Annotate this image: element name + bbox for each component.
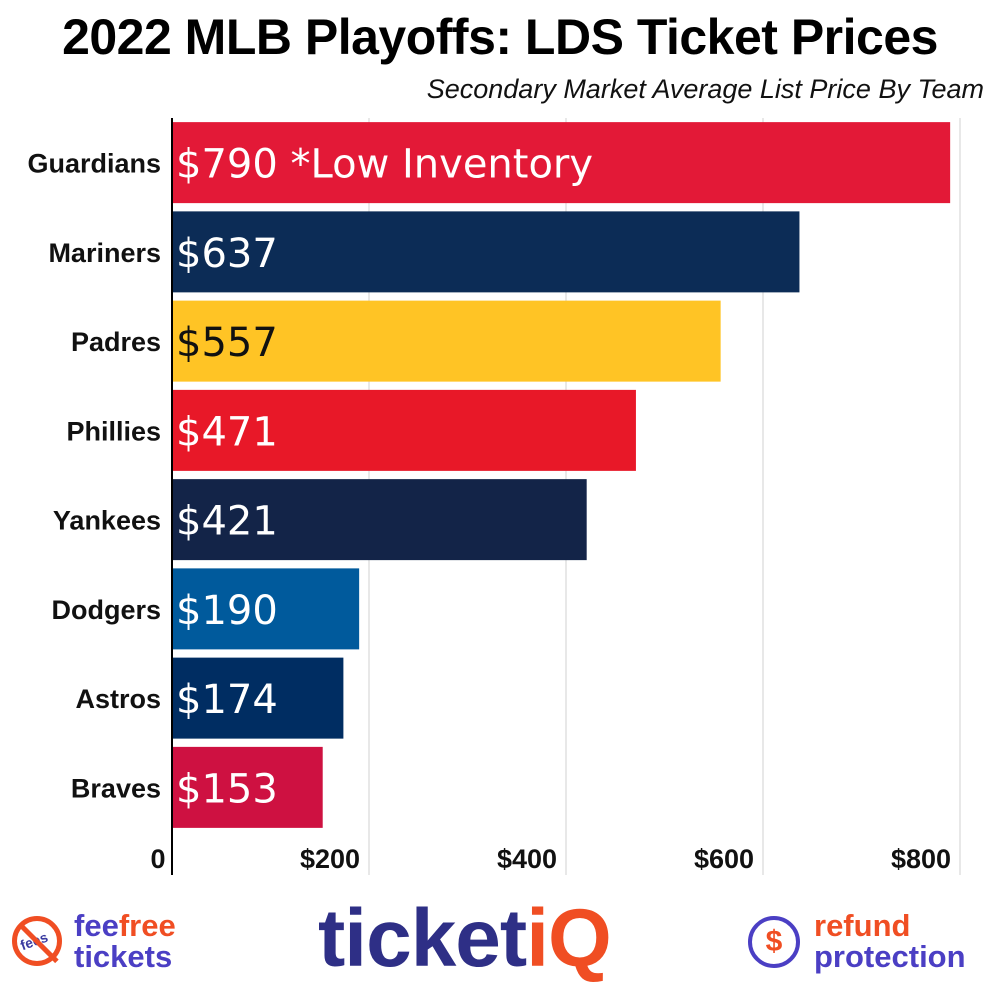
category-label-mariners: Mariners xyxy=(48,238,161,268)
x-tick-label-1: $200 xyxy=(300,844,360,874)
chart-title: 2022 MLB Playoffs: LDS Ticket Prices xyxy=(62,9,938,65)
protection-word: protection xyxy=(814,939,966,974)
data-label-guardians: $790 *Low Inventory xyxy=(176,142,593,188)
refund-word: refund xyxy=(814,908,911,943)
data-label-astros: $174 xyxy=(176,677,278,723)
refund-dollar-icon: $ xyxy=(748,916,800,968)
bar-dodgers xyxy=(172,568,360,650)
refund-protection-text: refund protection xyxy=(814,910,966,972)
x-tick-label-0: 0 xyxy=(150,844,165,874)
category-label-dodgers: Dodgers xyxy=(51,595,161,625)
x-tick-label-2: $400 xyxy=(497,844,557,874)
bar-astros xyxy=(172,657,344,739)
data-label-braves: $153 xyxy=(176,766,278,812)
x-tick-label-3: $600 xyxy=(694,844,754,874)
data-label-dodgers: $190 xyxy=(176,588,278,634)
data-label-padres: $557 xyxy=(176,320,278,366)
ticketiq-logo: ticketiQ xyxy=(318,893,612,984)
feefree-tickets-text: feefree tickets xyxy=(74,910,176,972)
category-label-astros: Astros xyxy=(75,684,161,714)
footer: fees feefree tickets ticketiQ $ refund p… xyxy=(0,890,1000,1000)
bar-phillies xyxy=(172,389,636,471)
category-label-padres: Padres xyxy=(71,327,161,357)
free-word: free xyxy=(118,908,176,943)
bar-yankees xyxy=(172,479,587,561)
fee-word: fee xyxy=(74,908,119,943)
category-label-guardians: Guardians xyxy=(27,149,161,179)
chart-subtitle: Secondary Market Average List Price By T… xyxy=(426,74,984,104)
category-label-phillies: Phillies xyxy=(66,416,161,446)
data-label-mariners: $637 xyxy=(176,231,278,277)
bar-padres xyxy=(172,300,721,382)
x-tick-label-4: $800 xyxy=(891,844,951,874)
data-label-phillies: $471 xyxy=(176,409,278,455)
feefree-tickets-logo: fees feefree tickets xyxy=(12,910,212,980)
refund-protection-logo: $ refund protection xyxy=(748,910,988,980)
brand-accent: iQ xyxy=(526,893,612,984)
bar-guardians xyxy=(172,122,951,204)
bar-braves xyxy=(172,746,323,828)
bar-chart: $790 *Low Inventory Guardians $637 Mariners… xyxy=(27,118,961,875)
category-label-braves: Braves xyxy=(71,773,161,803)
data-label-yankees: $421 xyxy=(176,499,278,545)
no-fees-icon: fees xyxy=(12,916,62,966)
category-label-yankees: Yankees xyxy=(53,506,161,536)
bar-mariners xyxy=(172,211,800,293)
tickets-word: tickets xyxy=(74,939,173,974)
brand-main: ticket xyxy=(318,893,527,984)
